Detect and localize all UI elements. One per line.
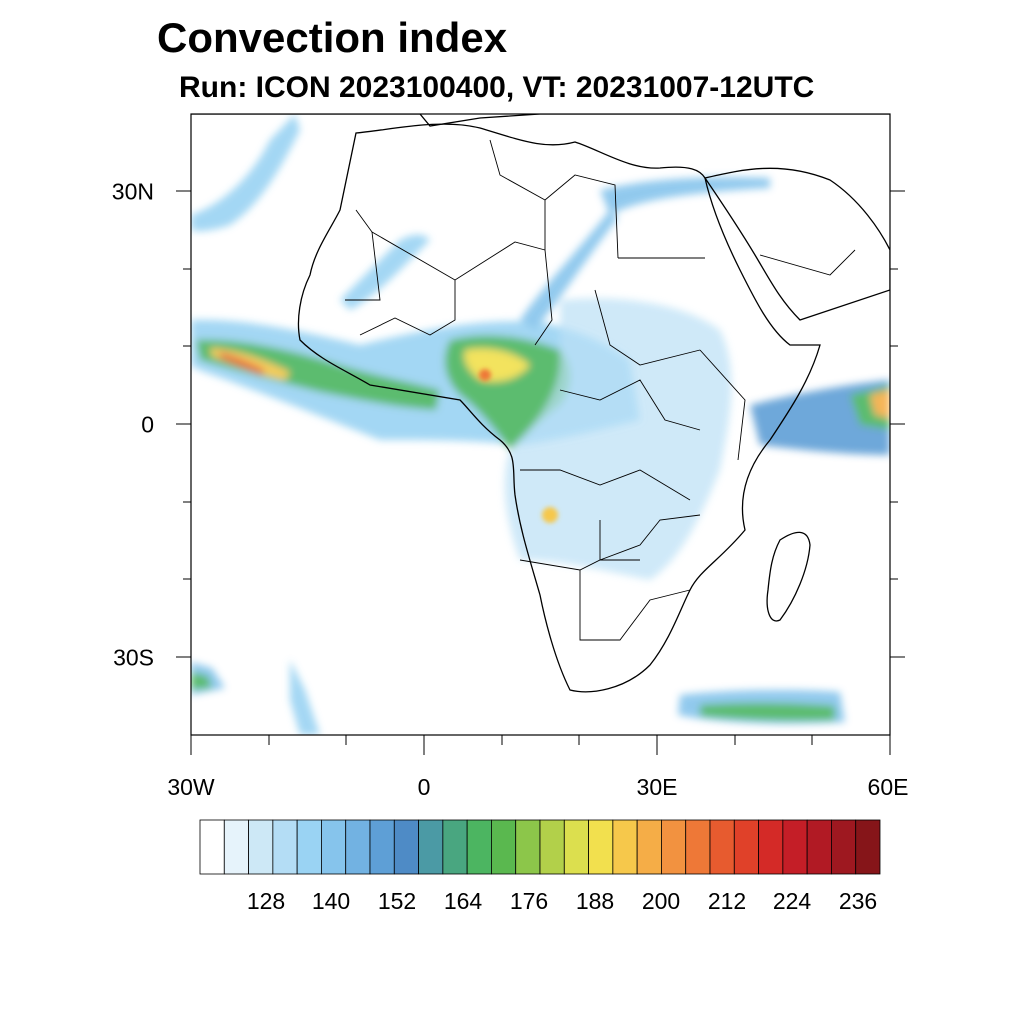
border-line	[699, 349, 746, 461]
lon-label-0: 0	[417, 774, 431, 800]
colorbar-box	[248, 819, 274, 875]
colorbar-box	[806, 819, 832, 875]
colorbar	[199, 819, 881, 875]
colorbar-label: 188	[575, 888, 615, 914]
lon-label-30w: 30W	[167, 774, 215, 800]
colorbar-label: 224	[772, 888, 812, 914]
colorbar-label: 212	[707, 888, 747, 914]
border-line	[534, 249, 553, 346]
colorbar-box	[321, 819, 347, 875]
border-line	[519, 559, 640, 571]
colorbar-box	[442, 819, 468, 875]
colorbar-box	[272, 819, 298, 875]
border-line	[599, 514, 701, 561]
colorbar-box	[369, 819, 395, 875]
colorbar-box	[515, 819, 541, 875]
colorbar-box	[685, 819, 711, 875]
border-line	[594, 289, 701, 366]
border-line	[489, 139, 546, 250]
map-title: Convection index	[157, 14, 508, 61]
colorbar-box	[831, 819, 857, 875]
border-line	[520, 469, 691, 501]
africa-coastline	[297, 123, 821, 693]
arabia-coastline	[703, 167, 890, 321]
map-subtitle: Run: ICON 2023100400, VT: 20231007-12UTC	[179, 71, 815, 104]
sahara-plume-1	[600, 177, 770, 215]
europe-coastline	[191, 114, 890, 127]
border-line	[759, 249, 856, 276]
colorbar-box	[855, 819, 881, 875]
colorbar-label: 152	[377, 888, 417, 914]
lon-label-60e: 60E	[867, 774, 909, 800]
sahara-plume-2	[520, 210, 618, 330]
axis-ticks	[176, 190, 905, 755]
colorbar-box	[418, 819, 444, 875]
colorbar-label: 140	[311, 888, 351, 914]
itcz-band-mid	[196, 339, 440, 410]
border-line	[579, 570, 691, 641]
colorbar-label: 236	[838, 888, 878, 914]
madagascar-coastline	[766, 531, 811, 622]
colorbar-box	[393, 819, 419, 875]
colorbar-label: 200	[641, 888, 681, 914]
border-line	[544, 174, 619, 259]
atlantic-band-north	[191, 114, 300, 232]
colorbar-box	[636, 819, 662, 875]
border-line	[559, 379, 701, 431]
border-line	[371, 231, 546, 281]
colorbar-box	[563, 819, 589, 875]
coastlines	[191, 114, 890, 693]
colorbar-box	[296, 819, 322, 875]
indian-ocean-peak	[870, 390, 890, 418]
itcz-band-peak	[220, 352, 265, 375]
colorbar-box	[588, 819, 614, 875]
southwest-streak	[290, 660, 320, 735]
lat-label-30s: 30S	[113, 644, 154, 671]
southern-band-west-core	[191, 672, 212, 690]
border-line	[359, 280, 456, 336]
colorbar-box	[733, 819, 759, 875]
colorbar-box	[661, 819, 687, 875]
colorbar-label: 128	[246, 888, 286, 914]
southern-band-east-core	[700, 702, 835, 721]
colorbar-box	[709, 819, 735, 875]
colorbar-box	[758, 819, 784, 875]
lon-label-30e: 30E	[636, 774, 678, 800]
colorbar-box	[612, 819, 638, 875]
colorbar-box	[539, 819, 565, 875]
nigeria-hotspot	[479, 369, 491, 381]
colorbar-box	[466, 819, 492, 875]
colorbar-label: 164	[443, 888, 483, 914]
colorbar-box	[199, 819, 225, 875]
colorbar-box	[345, 819, 371, 875]
central-africa-light	[504, 298, 732, 580]
border-line	[345, 209, 381, 301]
colorbar-box	[491, 819, 517, 875]
country-borders	[345, 139, 856, 641]
sahara-plume-3	[340, 234, 430, 310]
angola-hotspot	[542, 507, 558, 523]
colorbar-label: 176	[509, 888, 549, 914]
convection-field	[191, 114, 890, 735]
colorbar-box	[782, 819, 808, 875]
lat-label-30n: 30N	[111, 178, 154, 205]
lat-label-0: 0	[141, 411, 154, 438]
colorbar-box	[223, 819, 249, 875]
